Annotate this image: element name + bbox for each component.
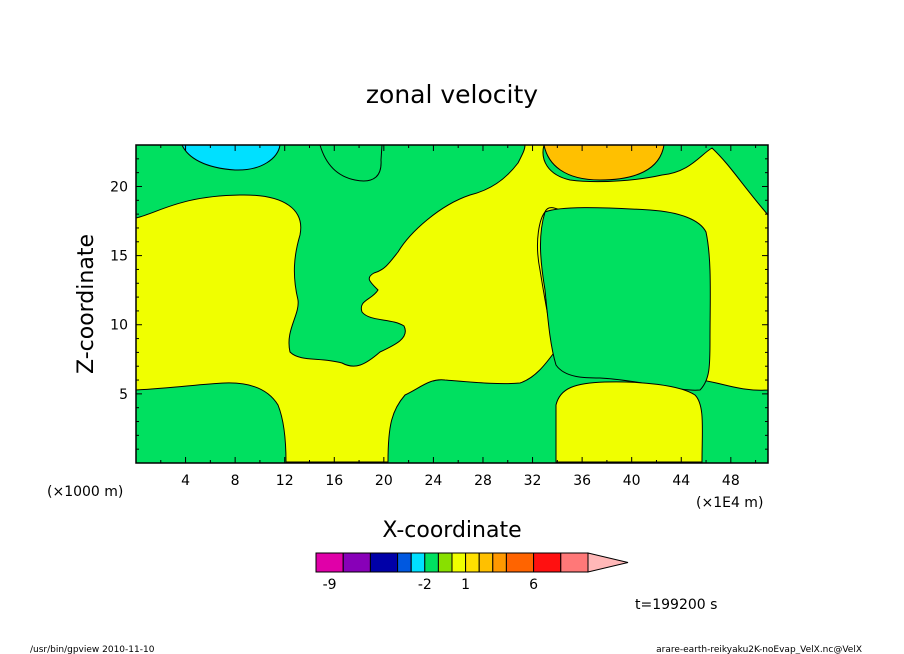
y-axis-label: Z-coordinate xyxy=(74,234,99,374)
plot-frame xyxy=(135,144,769,464)
x-tick-label: 40 xyxy=(623,473,641,489)
region-green-right xyxy=(539,207,711,391)
chart-title: zonal velocity xyxy=(366,80,538,109)
x-axis-ticks: 4 8 12 16 20 24 28 32 36 40 44 48 xyxy=(160,145,757,489)
colorbar-tick-label: -9 xyxy=(323,577,337,593)
colorbar-box xyxy=(451,552,467,573)
colorbar-box xyxy=(424,552,439,573)
y-tick-label: 5 xyxy=(119,387,128,403)
colorbar-box xyxy=(437,552,453,573)
colorbar-tick-label: 6 xyxy=(529,577,538,593)
x-tick-label: 20 xyxy=(375,473,393,489)
colorbar-box xyxy=(533,552,562,573)
colorbar-extend-arrow xyxy=(587,552,629,573)
colorbar-box xyxy=(560,552,589,573)
x-tick-label: 28 xyxy=(474,473,492,489)
colorbar-box xyxy=(369,552,399,573)
x-tick-label: 24 xyxy=(424,473,442,489)
region-cyan-top xyxy=(181,144,281,171)
colorbar-box xyxy=(465,552,480,573)
x-axis-label: X-coordinate xyxy=(382,518,521,543)
colorbar-box xyxy=(505,552,535,573)
x-tick-label: 36 xyxy=(573,473,591,489)
y-scale-note: (×1000 m) xyxy=(47,484,123,500)
colorbar-box xyxy=(342,552,371,573)
x-tick-label: 12 xyxy=(276,473,294,489)
region-yellow-bottom-right xyxy=(555,381,703,463)
colorbar-tick-label: 1 xyxy=(461,577,470,593)
time-label: t=199200 s xyxy=(635,597,717,613)
x-tick-label: 48 xyxy=(722,473,740,489)
x-tick-label: 16 xyxy=(325,473,343,489)
x-tick-label: 8 xyxy=(231,473,240,489)
y-tick-label: 15 xyxy=(110,249,128,265)
y-axis-ticks: 5 10 15 20 xyxy=(110,158,768,450)
colorbar-box xyxy=(492,552,507,573)
region-orange-top xyxy=(543,144,665,181)
footer-left: /usr/bin/gpview 2010-11-10 xyxy=(30,645,155,654)
colorbar-box xyxy=(315,552,344,573)
colorbar-box xyxy=(478,552,494,573)
y-tick-label: 20 xyxy=(110,179,128,195)
region-green-top-middle xyxy=(319,144,383,182)
x-tick-label: 44 xyxy=(672,473,690,489)
colorbar-tick-label: -2 xyxy=(418,577,432,593)
x-tick-label: 4 xyxy=(181,473,190,489)
x-tick-label: 32 xyxy=(524,473,542,489)
x-scale-note: (×1E4 m) xyxy=(696,495,763,511)
footer-right: arare-earth-reikyaku2K-noEvap_VelX.nc@Ve… xyxy=(656,645,862,654)
colorbar: -9 -2 1 6 xyxy=(315,552,629,593)
colorbar-box xyxy=(410,552,426,573)
colorbar-box xyxy=(397,552,412,573)
y-tick-label: 10 xyxy=(110,318,128,334)
